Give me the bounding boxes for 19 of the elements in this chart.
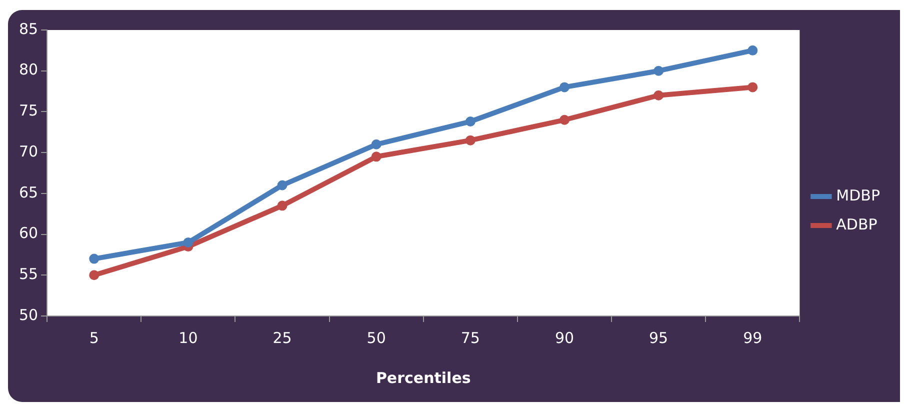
legend-label: MDBP [836,186,880,204]
legend-label: ADBP [836,215,878,234]
x-tick-label: 95 [649,328,668,347]
x-tick-label: 99 [743,328,762,347]
y-tick-label: 65 [18,183,38,202]
x-tick-label: 25 [272,328,292,347]
y-tick-label: 60 [18,224,38,242]
y-tick-label: 75 [18,102,38,120]
y-tick-label: 85 [18,20,38,38]
x-tick-label: 90 [554,328,574,347]
y-tick-label: 70 [18,142,38,160]
y-tick-label: 55 [18,265,38,284]
x-tick-label: 10 [178,328,198,347]
x-tick-label: 5 [89,328,99,347]
y-tick-label: 50 [18,306,38,324]
x-axis-title: Percentiles [376,368,471,387]
x-tick-label: 50 [366,328,386,347]
y-tick-label: 80 [18,60,38,79]
x-tick-label: 75 [460,328,480,347]
